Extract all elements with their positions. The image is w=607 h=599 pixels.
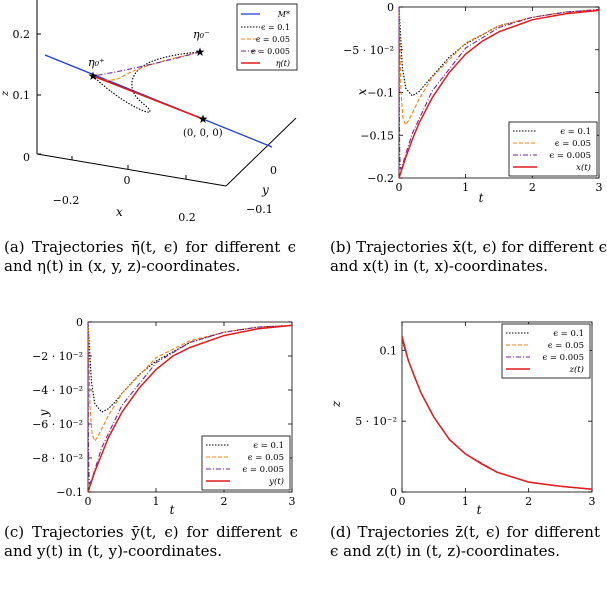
x-axis-line — [36, 153, 227, 187]
legend-label: ϵ = 0.1 — [560, 127, 591, 137]
eta-minus-label: η₀⁻ — [193, 28, 210, 41]
trajectory-eps-0.1 — [92, 51, 201, 113]
x-tick-label: 2 — [221, 495, 228, 508]
x-tick-label: 3 — [589, 495, 596, 508]
x-tick-label: 0 — [85, 495, 92, 508]
x-tick-label: 2 — [525, 495, 532, 508]
series-line — [401, 336, 593, 490]
x-tick-label: 2 — [529, 181, 536, 194]
y-tick-label: −6 · 10⁻² — [32, 418, 83, 431]
eta-plus-label: η₀⁺ — [88, 56, 105, 69]
y-tick-label: −4 · 10⁻² — [32, 384, 83, 397]
origin-label: (0, 0, 0) — [183, 128, 223, 139]
y-tick-label: 5 · 10⁻² — [355, 415, 397, 428]
panel-a-plot: 0.2 0.1 0 z −0.2 0 0.2 x 0 −0.1 y ★ ★ ★ … — [0, 0, 298, 224]
y-tick-label: −0.1 — [246, 203, 273, 216]
eta-minus-marker: ★ — [195, 45, 206, 59]
origin-marker: ★ — [198, 112, 209, 126]
y-tick-label: −2 · 10⁻² — [32, 350, 83, 363]
caption-a: (a) Trajectories η̄(t, ϵ) for different … — [4, 238, 296, 275]
panel-c: 0 1 2 3 0 −2 · 10⁻² −4 · 10⁻² −6 · 10⁻² −8 · 10⁻… — [0, 308, 303, 518]
legend-label: ϵ = 0.1 — [253, 441, 284, 451]
y-tick-label: −0.2 — [367, 172, 394, 185]
x-tick-label: 0 — [396, 181, 403, 194]
legend-label: ϵ = 0.05 — [555, 139, 591, 149]
y-tick-label: 0.1 — [380, 344, 398, 357]
panel-a: 0.2 0.1 0 z −0.2 0 0.2 x 0 −0.1 y ★ ★ ★ … — [0, 0, 300, 230]
y-tick-label: −0.1 — [367, 87, 394, 100]
chart-c: 0 1 2 3 0 −2 · 10⁻² −4 · 10⁻² −6 · 10⁻² −8 · 10⁻… — [32, 316, 296, 517]
x-tick-label: 3 — [596, 181, 603, 194]
chart-b: 0 1 2 3 0 −5 · 10⁻² −0.1 −0.15 −0.2 t x ϵ = 0.1 ϵ = … — [343, 1, 603, 205]
x-tick-label: 3 — [289, 495, 296, 508]
z-axis-label: z — [0, 90, 11, 97]
y-tick-label: 0 — [387, 1, 394, 14]
y-axis-label: x — [355, 88, 369, 95]
legend-label: ϵ = 0.1 — [553, 329, 584, 339]
legend-label: ϵ = 0.005 — [542, 353, 584, 363]
x-axis-label: t — [477, 503, 482, 517]
x-tick-label: 0.2 — [178, 211, 196, 224]
caption-d: (d) Trajectories z̄(t, ϵ) for different … — [330, 523, 600, 560]
legend-label: η(t) — [276, 59, 290, 68]
series-line — [398, 6, 600, 97]
x-tick-label: 1 — [462, 495, 469, 508]
legend-label: ϵ = 0.1 — [261, 23, 290, 32]
x-tick-label: 1 — [153, 495, 160, 508]
chart-d: 0 1 2 3 0 5 · 10⁻² 0.1 t z ϵ = 0.1 ϵ = 0.05 ϵ = 0.0… — [329, 321, 596, 517]
y-tick-label: −8 · 10⁻² — [32, 452, 83, 465]
legend-label: ϵ = 0.005 — [251, 47, 290, 56]
eta-plus-marker: ★ — [88, 69, 99, 83]
legend-label: ϵ = 0.05 — [548, 341, 584, 351]
legend-label: x(t) — [576, 162, 591, 173]
series-line — [87, 321, 293, 486]
y-tick-label: 0 — [390, 486, 397, 499]
y-tick-label: 0 — [76, 316, 83, 329]
x-tick-label: 0 — [124, 174, 131, 187]
caption-c: (c) Trajectories ȳ(t, ϵ) for different ϵ… — [4, 523, 298, 560]
panel-b: 0 1 2 3 0 −5 · 10⁻² −0.1 −0.15 −0.2 t x ϵ = 0.1 ϵ = … — [304, 0, 607, 230]
legend: M* ϵ = 0.1 ϵ = 0.05 ϵ = 0.005 η(t) — [236, 3, 298, 71]
legend-label: ϵ = 0.005 — [242, 465, 284, 475]
y-tick-label: −5 · 10⁻² — [343, 44, 394, 57]
x-axis-label: t — [170, 503, 175, 517]
z-tick-label: 0 — [23, 151, 30, 164]
y-tick-label: −0.1 — [56, 486, 83, 499]
x-axis-label: t — [479, 191, 484, 205]
z-tick-label: 0.2 — [13, 28, 31, 41]
legend-label: y(t) — [268, 476, 284, 487]
y-axis-line — [225, 117, 297, 187]
trajectory-eps-0.05 — [92, 51, 201, 81]
legend-label: z(t) — [568, 364, 584, 375]
x-tick-label: 0 — [399, 495, 406, 508]
legend-label: ϵ = 0.05 — [256, 35, 290, 44]
x-axis-label: x — [116, 205, 123, 219]
legend-label: ϵ = 0.05 — [248, 453, 284, 463]
series-line — [398, 6, 600, 127]
panel-d: 0 1 2 3 0 5 · 10⁻² 0.1 t z ϵ = 0.1 ϵ = 0.05 ϵ = 0.0… — [304, 308, 607, 518]
series-line — [87, 321, 293, 443]
y-axis-label: y — [261, 183, 269, 197]
legend-label: M* — [277, 10, 290, 19]
y-tick-label: −0.15 — [360, 129, 394, 142]
series-line — [87, 324, 293, 493]
y-tick-label: 0 — [270, 164, 277, 177]
plot-frame — [401, 321, 593, 493]
x-tick-label: 1 — [462, 181, 469, 194]
y-axis-label: z — [329, 400, 343, 408]
legend-label: ϵ = 0.005 — [549, 151, 591, 161]
x-tick-label: −0.2 — [53, 194, 80, 207]
y-axis-label: y — [37, 409, 51, 417]
series-line — [398, 9, 600, 179]
series-line — [398, 6, 600, 170]
trajectory-eps-0.005 — [92, 51, 201, 77]
trajectory-eta — [92, 75, 204, 120]
caption-b: (b) Trajectories x̄(t, ϵ) for different … — [330, 238, 607, 275]
z-tick-label: 0.1 — [13, 89, 31, 102]
